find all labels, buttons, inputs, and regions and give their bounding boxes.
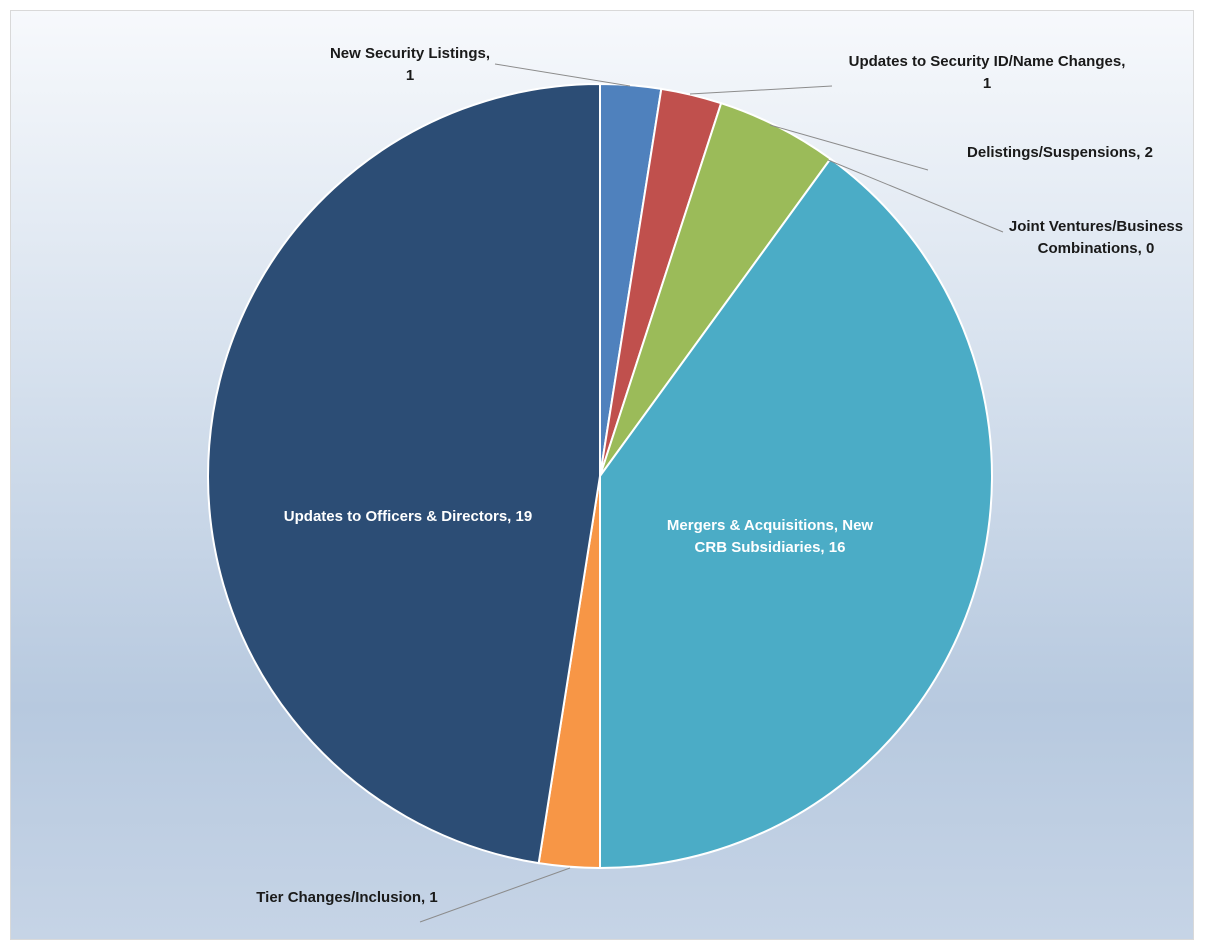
data-label-updates-security-id: Updates to Security ID/Name Changes, 1 xyxy=(849,53,1126,92)
leader-lines xyxy=(419,63,1004,923)
data-label-updates-officers-directors: Updates to Officers & Directors, 19 xyxy=(284,508,532,525)
data-label-new-security-listings: New Security Listings, 1 xyxy=(330,45,490,84)
data-label-delistings-suspensions: Delistings/Suspensions, 2 xyxy=(967,144,1153,161)
data-label-line: Delistings/Suspensions, 2 xyxy=(967,144,1153,161)
leader-line-joint-ventures xyxy=(827,159,1004,233)
data-label-line: 1 xyxy=(983,75,991,92)
data-label-line: CRB Subsidiaries, 16 xyxy=(695,539,846,556)
pie-slice-mergers-acquisitions xyxy=(599,157,993,870)
data-label-mergers-acquisitions: Mergers & Acquisitions, New CRB Subsidiar… xyxy=(667,517,873,556)
data-label-line: Tier Changes/Inclusion, 1 xyxy=(256,889,437,906)
data-label-line: Updates to Security ID/Name Changes, xyxy=(849,53,1126,70)
data-label-line: 1 xyxy=(406,67,414,84)
data-label-line: Mergers & Acquisitions, New xyxy=(667,517,873,534)
leader-line-new-security-listings xyxy=(494,63,631,87)
data-label-joint-ventures: Joint Ventures/Business Combinations, 0 xyxy=(1009,218,1183,257)
pie-slices xyxy=(207,82,993,870)
leader-line-delistings-suspensions xyxy=(769,124,929,171)
pie-slice-updates-officers-directors xyxy=(207,82,601,865)
leader-line-tier-changes xyxy=(419,867,571,923)
data-label-line: Combinations, 0 xyxy=(1038,240,1155,257)
data-label-line: Updates to Officers & Directors, 19 xyxy=(284,508,532,525)
data-label-tier-changes: Tier Changes/Inclusion, 1 xyxy=(256,889,437,906)
data-label-line: Joint Ventures/Business xyxy=(1009,218,1183,235)
leader-line-updates-security-id xyxy=(689,85,833,95)
data-label-line: New Security Listings, xyxy=(330,45,490,62)
